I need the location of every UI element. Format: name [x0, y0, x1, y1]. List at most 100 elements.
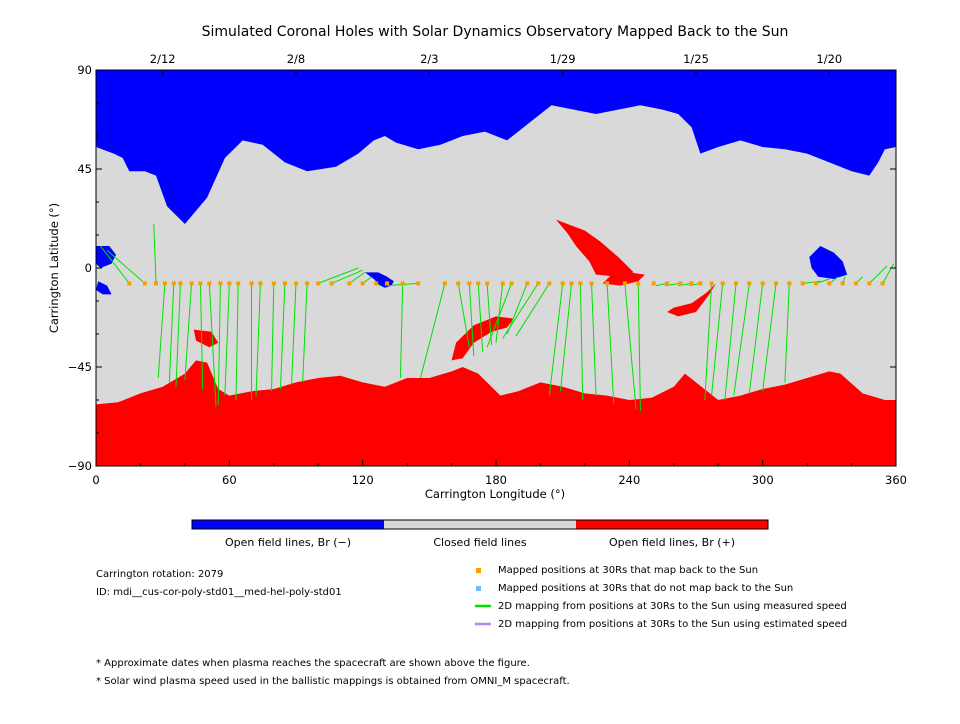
- mapping-line-24: [399, 283, 404, 379]
- mapped-point-36: [560, 281, 565, 286]
- mapped-point-59: [854, 281, 858, 286]
- mapping-line-2: [153, 223, 157, 284]
- legend-marker-1: [476, 586, 481, 591]
- legend-marker-0: [476, 568, 481, 573]
- mapped-point-48: [709, 281, 714, 286]
- mapped-point-10: [227, 281, 232, 286]
- positive-patch-1: [667, 283, 716, 317]
- mapping-line-61: [882, 263, 895, 284]
- mapping-line-3: [157, 283, 166, 379]
- mapped-point-47: [698, 281, 703, 286]
- mapped-point-61: [880, 281, 885, 286]
- mapped-point-22: [374, 281, 378, 286]
- mapped-point-0: [127, 281, 132, 286]
- mapping-line-34: [502, 283, 539, 339]
- y-tick-label-0: 90: [77, 63, 92, 77]
- mapped-point-52: [760, 281, 765, 286]
- top-date-label-0: 2/12: [150, 52, 176, 66]
- mapped-point-32: [509, 281, 514, 286]
- legend-label-1: Mapped positions at 30Rs that do not map…: [498, 583, 793, 594]
- mapping-line-5: [175, 283, 181, 387]
- mapping-line-60: [868, 265, 888, 284]
- plot-area: [96, 70, 896, 466]
- mapping-line-41: [624, 283, 637, 409]
- top-date-label-4: 1/25: [683, 52, 709, 66]
- mapped-point-42: [636, 281, 641, 286]
- mapping-line-32: [486, 283, 513, 348]
- x-tick-label-4: 240: [618, 473, 640, 487]
- mapping-line-39: [591, 283, 597, 396]
- mapping-line-30: [486, 283, 493, 346]
- mapped-point-15: [282, 281, 287, 286]
- mapping-line-35: [515, 283, 550, 337]
- mapping-line-0: [100, 245, 130, 284]
- mapped-point-13: [258, 281, 263, 286]
- mapped-point-46: [689, 281, 694, 286]
- mapped-point-9: [218, 281, 223, 286]
- x-tick-label-3: 180: [485, 473, 507, 487]
- mapped-point-5: [178, 281, 183, 286]
- top-date-label-3: 1/29: [550, 52, 576, 66]
- top-date-label-1: 2/8: [287, 52, 306, 66]
- legend: Mapped positions at 30Rs that map back t…: [475, 565, 847, 630]
- mapped-point-16: [294, 281, 298, 286]
- footnote-dates: * Approximate dates when plasma reaches …: [96, 658, 530, 669]
- colorbar-segment-1: [384, 520, 576, 529]
- colorbar-label-0: Open field lines, Br (−): [225, 536, 351, 549]
- mapped-point-55: [800, 281, 805, 286]
- mapped-point-11: [236, 281, 241, 286]
- mapping-line-26: [419, 283, 446, 379]
- mapping-line-9: [217, 283, 221, 405]
- mapping-line-4: [168, 283, 175, 383]
- mapped-point-20: [347, 281, 352, 286]
- mapped-point-27: [456, 281, 461, 286]
- positive-patch-0: [556, 219, 634, 277]
- mapping-line-42: [637, 283, 641, 412]
- mapped-point-4: [171, 281, 176, 286]
- mapping-line-10: [224, 283, 230, 396]
- mapping-line-51: [733, 283, 750, 396]
- mapping-line-6: [184, 283, 193, 381]
- mapped-point-28: [467, 281, 472, 286]
- x-tick-label-5: 300: [752, 473, 774, 487]
- negative-patch-3: [809, 246, 848, 279]
- mapping-line-28: [468, 283, 475, 357]
- mapping-line-11: [235, 283, 239, 401]
- colorbar-segment-0: [192, 520, 384, 529]
- mapping-line-15: [279, 283, 286, 390]
- y-tick-label-4: −90: [68, 459, 92, 473]
- north-open-negative-region: [96, 70, 896, 224]
- colorbar-frame: [191, 519, 769, 530]
- chart-title: Simulated Coronal Holes with Solar Dynam…: [202, 24, 789, 40]
- negative-patch-1: [96, 281, 112, 295]
- mapping-line-13: [255, 283, 261, 396]
- mapped-point-6: [189, 281, 194, 286]
- mapping-line-16: [291, 283, 297, 385]
- x-axis-label: Carrington Longitude (°): [425, 487, 565, 501]
- plot-content: [96, 70, 896, 466]
- mapped-point-8: [207, 281, 212, 286]
- mapping-line-40: [606, 283, 615, 405]
- mapping-line-7: [199, 283, 204, 390]
- negative-patch-0: [96, 246, 116, 268]
- positive-patch-4: [602, 272, 645, 286]
- mapped-point-14: [271, 281, 276, 286]
- mapping-line-53: [762, 283, 777, 392]
- mapped-point-49: [720, 281, 725, 286]
- mapping-line-56: [815, 278, 830, 284]
- footnote-speed: * Solar wind plasma speed used in the ba…: [96, 676, 570, 687]
- carrington-rotation-text: Carrington rotation: 2079: [96, 569, 223, 580]
- mapped-point-25: [416, 281, 421, 286]
- mapped-point-39: [589, 281, 594, 286]
- south-open-positive-region: [96, 360, 896, 466]
- mapped-point-12: [249, 281, 254, 286]
- legend-label-0: Mapped positions at 30Rs that map back t…: [498, 565, 758, 576]
- mapped-point-24: [400, 281, 405, 286]
- mapped-point-26: [442, 281, 447, 286]
- colorbar-segment-2: [576, 520, 768, 529]
- mapped-point-1: [142, 281, 147, 286]
- axes: 0 60 120 180 240 300 360 90 45 0 −45 −90 2/12 2/8 2/3 1…: [68, 52, 907, 487]
- x-tick-label-0: 0: [92, 473, 99, 487]
